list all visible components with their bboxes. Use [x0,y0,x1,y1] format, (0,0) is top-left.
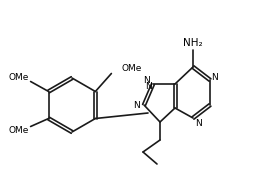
Text: N: N [133,100,139,109]
Text: N: N [212,73,218,82]
Text: N: N [143,75,149,84]
Text: N: N [195,118,201,127]
Text: N: N [145,82,151,91]
Text: OMe: OMe [8,126,29,135]
Text: NH₂: NH₂ [183,38,203,48]
Text: OMe: OMe [121,64,142,73]
Text: OMe: OMe [8,73,29,82]
